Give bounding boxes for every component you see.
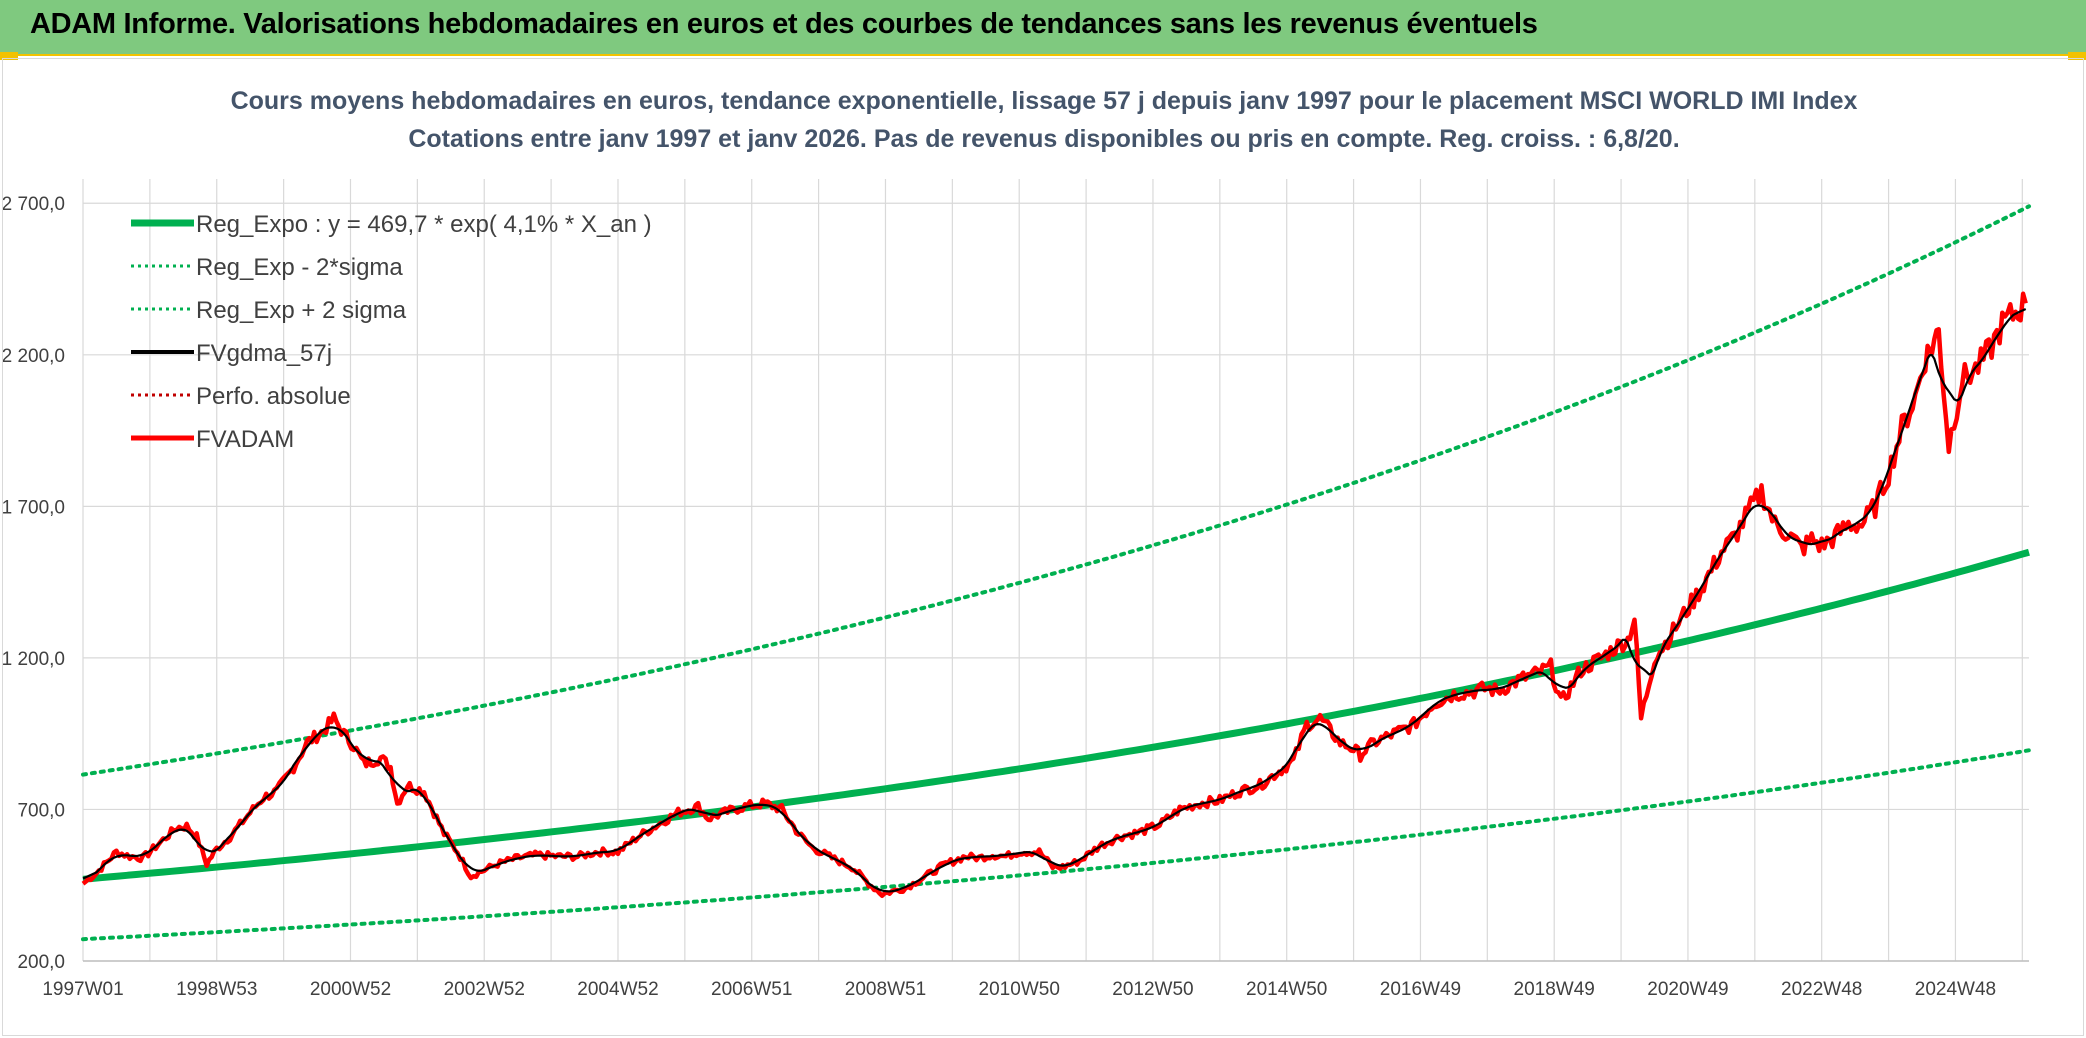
x-tick-label: 1998W53 — [176, 979, 257, 1000]
chart-area: 200,0 700,0 1 200,0 1 700,0 2 200,0 2 700,0 19… — [2, 58, 2084, 1036]
line-chart: 200,0 700,0 1 200,0 1 700,0 2 200,0 2 700,0 19… — [3, 87, 2031, 1000]
y-tick-label: 1 200,0 — [3, 649, 65, 670]
x-tick-label: 2014W50 — [1246, 979, 1327, 1000]
report-banner: ADAM Informe. Valorisations hebdomadaire… — [0, 0, 2086, 56]
legend-label: FVgdma_57j — [196, 340, 332, 367]
reg-exp-minus-2sigma-line — [81, 748, 2031, 942]
legend-label: Reg_Exp - 2*sigma — [196, 254, 403, 281]
x-tick-label: 2002W52 — [444, 979, 525, 1000]
x-tick-label: 2000W52 — [310, 979, 391, 1000]
x-tick-label: 2004W52 — [577, 979, 658, 1000]
x-tick-label: 2012W50 — [1112, 979, 1193, 1000]
x-tick-label: 2010W50 — [979, 979, 1060, 1000]
fvadam-line — [81, 291, 2028, 899]
chart-title-line-1: Cours moyens hebdomadaires en euros, ten… — [231, 87, 1858, 115]
chart-title-line-2: Cotations entre janv 1997 et janv 2026. … — [408, 125, 1679, 153]
legend-label: FVADAM — [196, 426, 294, 453]
legend: Reg_Expo : y = 469,7 * exp( 4,1% * X_an … — [131, 211, 652, 453]
report-title: ADAM Informe. Valorisations hebdomadaire… — [30, 8, 1538, 40]
x-tick-label: 2020W49 — [1647, 979, 1728, 1000]
reg-expo-line — [82, 548, 2030, 883]
y-tick-label: 1 700,0 — [3, 497, 65, 518]
x-tick-label: 2006W51 — [711, 979, 792, 1000]
reg-exp-plus-2sigma-line — [81, 204, 2031, 777]
x-tick-label: 2016W49 — [1380, 979, 1461, 1000]
series — [81, 204, 2031, 942]
axes: 200,0 700,0 1 200,0 1 700,0 2 200,0 2 700,0 19… — [3, 194, 2029, 1000]
fvgdma-57j-line — [82, 308, 2027, 893]
x-tick-label: 2018W49 — [1514, 979, 1595, 1000]
legend-label: Reg_Exp + 2 sigma — [196, 297, 407, 324]
legend-label: Reg_Expo : y = 469,7 * exp( 4,1% * X_an … — [196, 211, 652, 238]
y-tick-label: 700,0 — [17, 800, 65, 821]
y-tick-label: 200,0 — [17, 952, 65, 973]
corner-mark-right — [2068, 52, 2086, 60]
x-tick-label: 2008W51 — [845, 979, 926, 1000]
corner-mark-left — [0, 52, 18, 60]
y-tick-label: 2 200,0 — [3, 346, 65, 367]
x-tick-label: 2022W48 — [1781, 979, 1862, 1000]
x-tick-label: 1997W01 — [42, 979, 123, 1000]
gridlines — [82, 179, 2029, 962]
legend-label: Perfo. absolue — [196, 383, 351, 410]
x-tick-label: 2024W48 — [1915, 979, 1996, 1000]
y-tick-label: 2 700,0 — [3, 194, 65, 215]
